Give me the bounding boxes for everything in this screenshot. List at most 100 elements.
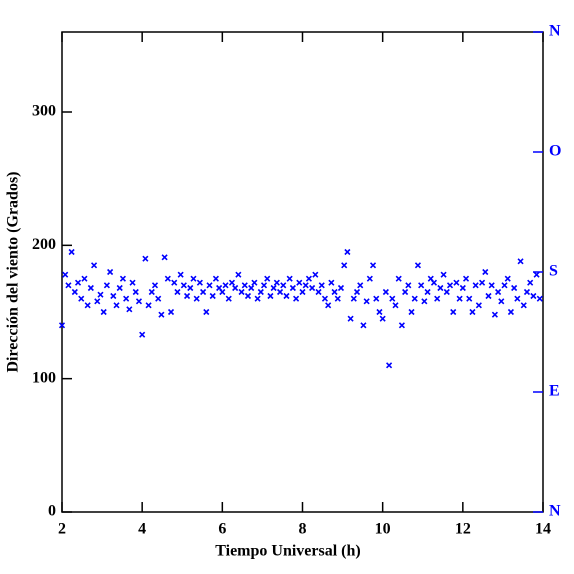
point: [331, 288, 338, 296]
point: [196, 279, 203, 286]
point: [466, 295, 473, 302]
point: [344, 248, 351, 256]
point: [206, 282, 213, 289]
point: [533, 271, 540, 278]
point: [418, 282, 425, 289]
point: [254, 295, 261, 302]
point: [276, 288, 284, 296]
point: [498, 298, 505, 305]
point: [321, 295, 329, 302]
point: [462, 275, 470, 282]
point: [280, 282, 287, 289]
point: [232, 284, 239, 292]
point: [296, 279, 303, 286]
point: [183, 292, 191, 300]
point: [203, 308, 210, 316]
point: [71, 288, 78, 296]
point: [491, 311, 498, 318]
point: [334, 295, 341, 302]
point: [110, 292, 117, 300]
point: [161, 254, 168, 261]
point: [411, 295, 418, 302]
point: [100, 308, 107, 316]
point: [62, 271, 69, 278]
x-tick-label: 6: [218, 521, 226, 538]
point: [126, 306, 133, 313]
point: [527, 279, 534, 286]
point: [318, 282, 325, 289]
point: [482, 268, 489, 276]
point: [68, 248, 75, 256]
point: [376, 308, 383, 316]
point: [84, 302, 91, 309]
y2-tick-label: E: [549, 383, 560, 400]
y2-tick-label: O: [549, 143, 561, 160]
point: [116, 284, 123, 292]
y-tick-label: 0: [48, 503, 56, 520]
point: [177, 271, 184, 278]
point: [212, 275, 219, 282]
point: [530, 292, 537, 300]
point: [78, 295, 85, 302]
point: [65, 282, 72, 289]
point: [357, 282, 364, 289]
point: [453, 279, 460, 286]
point: [504, 275, 511, 282]
point: [299, 288, 306, 296]
point: [260, 282, 268, 289]
point: [514, 295, 521, 302]
point: [123, 295, 130, 302]
point: [523, 288, 531, 296]
y-tick-label: 300: [32, 103, 56, 120]
point: [222, 282, 229, 289]
point: [267, 292, 274, 300]
point: [251, 279, 258, 286]
x-axis-label: Tiempo Universal (h): [215, 543, 360, 560]
point: [382, 288, 389, 296]
point: [325, 302, 332, 309]
point: [353, 288, 361, 296]
point: [257, 288, 264, 296]
x-tick-label: 10: [375, 521, 391, 538]
point: [145, 302, 152, 309]
point: [309, 284, 316, 292]
point: [283, 292, 290, 300]
point: [305, 275, 312, 282]
point: [129, 279, 136, 286]
point: [97, 291, 104, 298]
point: [302, 282, 309, 289]
point: [142, 255, 149, 262]
x-tick-label: 4: [138, 521, 146, 538]
point: [456, 295, 463, 302]
point: [107, 268, 114, 276]
point: [58, 322, 66, 329]
y-axis-label: Dirección del viento (Grados): [5, 171, 22, 372]
point: [446, 282, 454, 289]
point: [459, 284, 466, 292]
point: [264, 275, 271, 282]
point: [132, 288, 139, 296]
point: [347, 315, 354, 322]
point: [379, 315, 386, 322]
x-tick-label: 8: [299, 521, 307, 538]
point: [193, 295, 200, 302]
point: [81, 275, 88, 282]
point: [389, 295, 396, 302]
point: [148, 288, 155, 296]
point: [475, 302, 482, 309]
y2-tick-label: N: [549, 23, 561, 40]
point: [174, 288, 181, 296]
point: [507, 308, 514, 316]
point: [450, 308, 457, 316]
point: [495, 288, 502, 296]
point: [289, 284, 296, 292]
point: [337, 284, 345, 292]
point: [511, 284, 518, 292]
point: [219, 288, 226, 296]
point: [440, 271, 447, 278]
point: [363, 298, 370, 305]
point: [228, 279, 236, 286]
point: [520, 302, 527, 309]
point: [91, 262, 98, 269]
